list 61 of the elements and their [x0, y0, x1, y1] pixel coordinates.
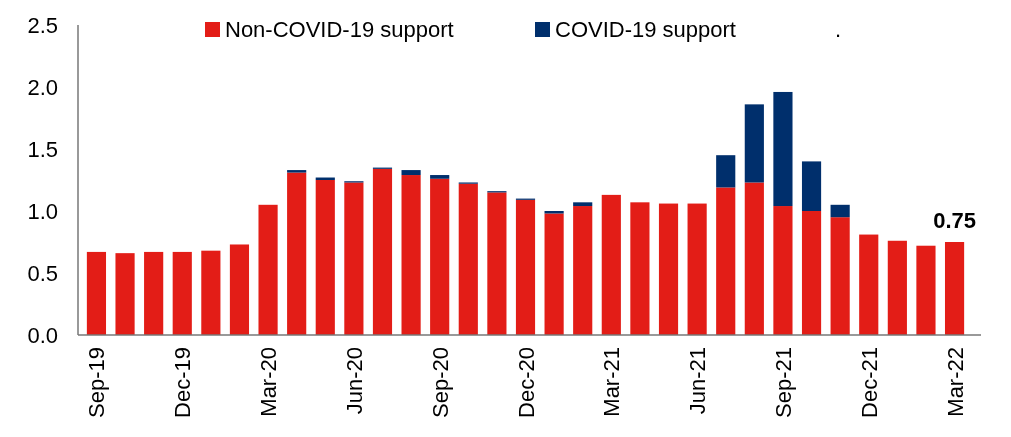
bar	[544, 213, 564, 335]
x-tick-label: Sep-20	[427, 347, 453, 418]
bar	[773, 91, 793, 207]
bar	[315, 180, 335, 335]
bar	[229, 244, 250, 335]
bar	[115, 253, 135, 335]
bar	[630, 202, 650, 335]
bar	[172, 251, 192, 335]
bar	[401, 175, 421, 335]
bar	[201, 250, 221, 335]
y-tick-label: 0.5	[27, 260, 58, 286]
x-tick-label: Jun-21	[685, 347, 711, 415]
x-tick-label: Mar-21	[599, 347, 625, 417]
bar	[515, 199, 536, 335]
x-tick-label: Sep-19	[84, 347, 110, 418]
y-tick-label: 0.0	[27, 322, 58, 348]
y-tick-label: 2.5	[27, 12, 58, 38]
x-tick-label: Jun-20	[341, 347, 367, 415]
bar	[430, 175, 450, 179]
bar	[372, 168, 393, 335]
bar	[344, 182, 364, 335]
bar	[86, 251, 107, 335]
bar	[601, 194, 621, 335]
x-tick-label: Mar-20	[256, 347, 282, 417]
x-tick-label: Mar-22	[942, 347, 968, 417]
bar	[944, 242, 965, 335]
bar	[658, 203, 679, 335]
bar	[830, 204, 850, 218]
bar	[830, 217, 850, 335]
bar	[287, 170, 307, 173]
bar	[144, 251, 164, 335]
bar	[458, 183, 478, 335]
bar	[801, 161, 822, 211]
bar	[801, 211, 822, 335]
annotation: .	[835, 17, 842, 42]
bar	[916, 245, 936, 335]
bar	[687, 203, 707, 335]
bar	[430, 178, 450, 335]
bar	[258, 204, 278, 335]
bar	[573, 206, 593, 335]
bar	[573, 202, 593, 207]
bar	[716, 155, 736, 188]
bar	[887, 240, 907, 335]
bar	[401, 170, 421, 176]
x-tick-label: Sep-21	[770, 347, 796, 418]
legend-label: Non-COVID-19 support	[225, 17, 454, 42]
x-tick-label: Dec-19	[170, 347, 196, 418]
x-tick-label: Dec-21	[856, 347, 882, 418]
bar	[487, 192, 507, 335]
y-tick-label: 1.5	[27, 136, 58, 162]
bar	[287, 172, 307, 335]
y-tick-label: 2.0	[27, 74, 58, 100]
y-tick-label: 1.0	[27, 198, 58, 224]
x-tick-label: Dec-20	[513, 347, 539, 418]
bar	[859, 234, 879, 335]
bar	[744, 182, 764, 335]
legend-label: COVID-19 support	[555, 17, 736, 42]
bar	[716, 187, 736, 335]
bar	[744, 104, 764, 183]
bar	[773, 206, 793, 335]
total-label: 0.75	[933, 208, 976, 233]
